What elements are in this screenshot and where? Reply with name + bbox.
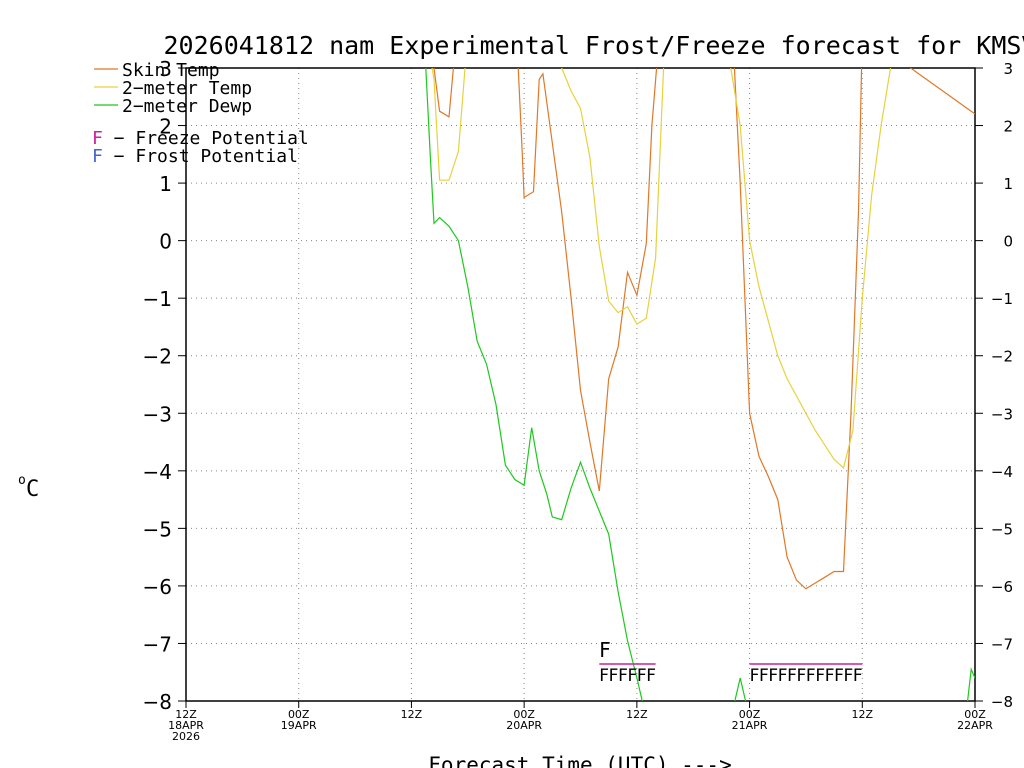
freeze-mark: F xyxy=(844,666,854,686)
x-tick-label1: 12Z xyxy=(401,708,423,721)
freeze-mark: F xyxy=(806,666,816,686)
y-tick-label-left: 1 xyxy=(159,172,172,196)
freeze-mark: F xyxy=(797,666,807,686)
legend-label-1: 2−meter Temp xyxy=(122,78,252,99)
frost-mark: F xyxy=(599,638,611,662)
y-tick-label-right: −1 xyxy=(991,290,1013,308)
x-tick-label3: 2026 xyxy=(172,730,200,743)
freeze-mark: F xyxy=(825,666,835,686)
y-tick-label-left: −8 xyxy=(143,690,172,714)
potential-marks: FF F F F F F F F F F F F F F F F F F xyxy=(599,638,863,686)
y-tick-label-left: −3 xyxy=(143,402,172,426)
freeze-mark: F xyxy=(778,666,788,686)
freeze-mark: F xyxy=(759,666,769,686)
y-tick-label-left: −5 xyxy=(143,517,172,541)
x-tick-label2: 19APR xyxy=(281,719,317,732)
y-tick-label-left: 0 xyxy=(159,230,172,254)
x-tick-label1: 00Z xyxy=(513,708,535,721)
y-tick-label-left: −4 xyxy=(143,460,172,484)
y-tick-label-right: −7 xyxy=(991,635,1013,653)
y-tick-label-right: −5 xyxy=(991,520,1013,538)
legend-label-2: 2−meter Dewp xyxy=(122,96,252,117)
y-tick-label-right: −4 xyxy=(991,463,1013,481)
y-tick-label-right: 1 xyxy=(1003,175,1013,193)
potential-legend-text: − Freeze Potential xyxy=(103,128,309,149)
x-tick-label1: 00Z xyxy=(739,708,761,721)
freeze-mark: F xyxy=(853,666,863,686)
freeze-mark: F xyxy=(815,666,825,686)
series-line-skin-temp xyxy=(433,68,975,590)
grid-lines xyxy=(186,68,975,701)
y-tick-label-right: 2 xyxy=(1003,118,1013,136)
y-tick-label-left: −7 xyxy=(143,632,172,656)
potential-legend-symbol: F xyxy=(92,128,103,149)
freeze-mark: F xyxy=(750,666,760,686)
potential-legend-1: F − Frost Potential xyxy=(92,146,298,167)
x-tick-label2: 20APR xyxy=(506,719,542,732)
series-line-2-meter-dewp xyxy=(425,68,975,701)
x-tick-label1: 12Z xyxy=(626,708,648,721)
x-axis-label: Forecast Time (UTC) ---> xyxy=(428,753,731,768)
freeze-mark: F xyxy=(768,666,778,686)
freeze-mark: F xyxy=(637,666,647,686)
chart-title: 2026041812 nam Experimental Frost/Freeze… xyxy=(164,31,1024,60)
potential-legend-symbol: F xyxy=(92,146,103,167)
y-tick-label-left: −6 xyxy=(143,575,172,599)
y-tick-label-right: −3 xyxy=(991,405,1013,423)
series-line-2-meter-temp xyxy=(431,68,892,470)
freeze-mark: F xyxy=(609,666,619,686)
y-tick-label-right: 0 xyxy=(1003,233,1013,251)
y-tick-label-right: 3 xyxy=(1003,60,1013,78)
x-tick-label1: 00Z xyxy=(288,708,310,721)
x-tick-label2: 21APR xyxy=(732,719,768,732)
x-tick-label2: 22APR xyxy=(957,719,993,732)
x-tick-label2: 18APR xyxy=(168,719,204,732)
legend-label-0: Skin Temp xyxy=(122,60,220,81)
freeze-mark: F xyxy=(646,666,656,686)
freeze-mark: F xyxy=(787,666,797,686)
y-tick-label-left: −1 xyxy=(143,287,172,311)
y-tick-label-right: −6 xyxy=(991,578,1013,596)
y-tick-label-left: 3 xyxy=(159,57,172,81)
freeze-mark: F xyxy=(834,666,844,686)
potential-legend-text: − Frost Potential xyxy=(103,146,298,167)
x-tick-label1: 12Z xyxy=(175,708,197,721)
y-axis-label: oC xyxy=(18,473,39,502)
freeze-mark: F xyxy=(618,666,628,686)
plot-frame xyxy=(185,67,976,702)
y-tick-label-left: −2 xyxy=(143,345,172,369)
y-tick-label-right: −2 xyxy=(991,348,1013,366)
freeze-mark: F xyxy=(627,666,637,686)
y-tick-label-left: 2 xyxy=(159,115,172,139)
x-tick-label1: 12Z xyxy=(852,708,874,721)
x-tick-label1: 00Z xyxy=(964,708,986,721)
y-axis-ticks: −8 −8 −7 −7 −6 −6 −5 −5 −4 −4 −3 −3 −2 −2 −1 −1 0 0 1 1 2 2 3 3 xyxy=(143,57,1013,714)
y-tick-label-right: −8 xyxy=(991,693,1013,711)
series-lines xyxy=(425,68,975,701)
potential-legend-0: F − Freeze Potential xyxy=(92,128,309,149)
freeze-mark: F xyxy=(599,666,609,686)
